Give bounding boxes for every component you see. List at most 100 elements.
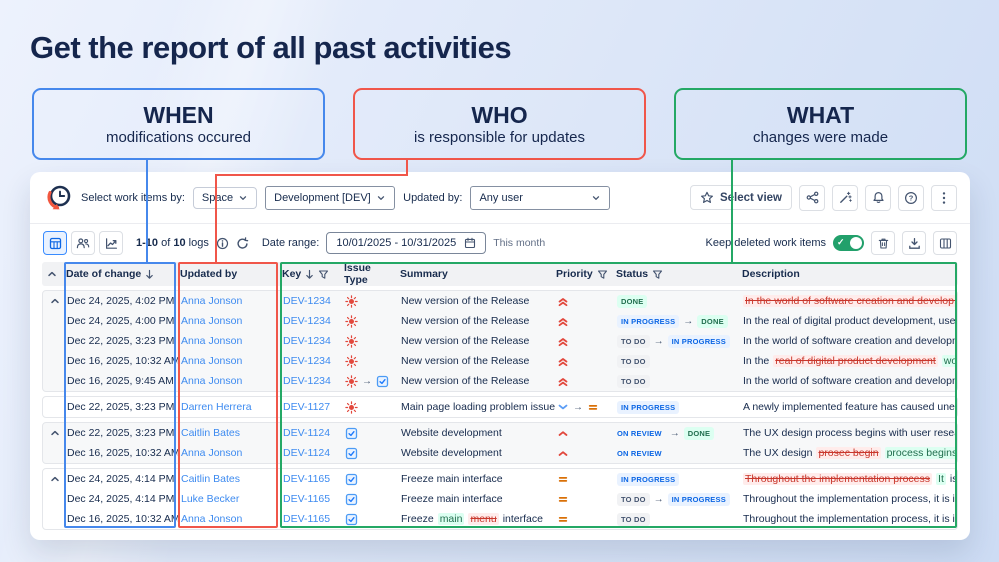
help-button[interactable]: ? <box>898 184 924 211</box>
keep-deleted-toggle[interactable]: ✓ <box>833 235 864 251</box>
issue-key-link[interactable]: DEV-1165 <box>283 473 331 485</box>
select-view-button[interactable]: Select view <box>689 185 792 210</box>
table-row[interactable]: Dec 24, 2025, 4:14 PM Caitlin Bates DEV-11… <box>43 469 957 489</box>
table-row[interactable]: Dec 22, 2025, 3:23 PM Anna Jonson DEV-1234… <box>43 331 957 351</box>
user-link[interactable]: Anna Jonson <box>181 315 243 327</box>
magic-wand-button[interactable] <box>832 184 858 211</box>
collapse-cell[interactable] <box>43 427 67 439</box>
table-row[interactable]: Dec 16, 2025, 9:45 AM Anna Jonson DEV-1234… <box>43 371 957 391</box>
people-view-button[interactable] <box>71 231 95 255</box>
table-row[interactable]: Dec 24, 2025, 4:00 PM Anna Jonson DEV-1234… <box>43 311 957 331</box>
download-button[interactable] <box>902 231 926 255</box>
header-description: Description <box>742 268 958 280</box>
header-collapse-all[interactable] <box>42 268 66 280</box>
updated-by-dropdown[interactable]: Any user <box>470 185 611 210</box>
table-row[interactable]: Dec 16, 2025, 10:32 AM Anna Jonson DEV-123… <box>43 351 957 371</box>
table-row[interactable]: Dec 22, 2025, 3:23 PM Darren Herrera DEV-1… <box>43 397 957 417</box>
header-date-of-change[interactable]: Date of change <box>66 268 180 280</box>
info-icon[interactable] <box>216 237 229 250</box>
key-cell: DEV-1165 <box>283 493 345 505</box>
project-dropdown[interactable]: Development [DEV] <box>265 185 396 210</box>
header-label: Priority <box>556 268 593 280</box>
user-link[interactable]: Anna Jonson <box>181 447 243 459</box>
issue-key-link[interactable]: DEV-1165 <box>283 513 331 525</box>
issue-type-cell <box>345 334 401 348</box>
description-cell: Throughout the implementation process It … <box>743 471 957 487</box>
user-link[interactable]: Caitlin Bates <box>181 473 240 485</box>
priority-medium-icon <box>557 473 569 485</box>
issue-type-cell <box>345 473 401 486</box>
description-text: Throughout the implementation process, i… <box>743 493 957 505</box>
task-icon <box>345 447 358 460</box>
key-cell: DEV-1127 <box>283 401 345 413</box>
priority-cell <box>557 315 617 328</box>
table-row[interactable]: Dec 16, 2025, 10:32 AM Anna Jonson DEV-112… <box>43 443 957 463</box>
user-link[interactable]: Darren Herrera <box>181 401 252 413</box>
issue-key-link[interactable]: DEV-1127 <box>283 401 331 413</box>
summary-text: Freeze main interface <box>401 493 503 505</box>
issue-type-cell <box>345 354 401 368</box>
report-card: Select work items by: Space Development … <box>30 172 970 540</box>
user-link[interactable]: Caitlin Bates <box>181 427 240 439</box>
priority-medium-icon <box>557 513 569 525</box>
date-range-input[interactable]: 10/01/2025 - 10/31/2025 <box>326 232 487 254</box>
date-cell: Dec 16, 2025, 10:32 AM <box>67 355 180 367</box>
updated-by-cell: Anna Jonson <box>181 335 283 347</box>
chart-view-button[interactable] <box>99 231 123 255</box>
funnel-icon <box>597 269 608 280</box>
key-cell: DEV-1124 <box>283 427 345 439</box>
space-dropdown[interactable]: Space <box>192 186 258 209</box>
table-view-button[interactable] <box>43 231 67 255</box>
user-link[interactable]: Luke Becker <box>181 493 240 505</box>
header-status[interactable]: Status <box>616 268 742 280</box>
issue-type-cell <box>345 294 401 308</box>
date-cell: Dec 22, 2025, 3:23 PM <box>67 427 175 439</box>
table-view-icon <box>49 237 62 250</box>
table-row[interactable]: Dec 22, 2025, 3:23 PM Caitlin Bates DEV-11… <box>43 423 957 443</box>
status-cell: TO DO <box>617 374 743 388</box>
status-badge: DONE <box>697 314 728 328</box>
collapse-cell[interactable] <box>43 473 67 485</box>
issue-key-link[interactable]: DEV-1234 <box>283 355 331 367</box>
share-button[interactable] <box>799 184 825 211</box>
user-link[interactable]: Anna Jonson <box>181 355 243 367</box>
status-cell: TO DO <box>617 354 743 368</box>
summary-cell: New version of the Release <box>401 375 557 387</box>
user-link[interactable]: Anna Jonson <box>181 335 243 347</box>
more-button[interactable] <box>931 184 957 211</box>
issue-key-link[interactable]: DEV-1124 <box>283 447 331 459</box>
issue-key-link[interactable]: DEV-1234 <box>283 295 331 307</box>
header-key[interactable]: Key <box>282 268 344 280</box>
header-priority[interactable]: Priority <box>556 268 616 280</box>
status-cell: ON REVIEW <box>617 447 743 460</box>
table-row[interactable]: Dec 24, 2025, 4:14 PM Luke Becker DEV-1165… <box>43 489 957 509</box>
row-group: Dec 24, 2025, 4:14 PM Caitlin Bates DEV-11… <box>42 468 958 530</box>
issue-key-link[interactable]: DEV-1234 <box>283 375 331 387</box>
issue-key-link[interactable]: DEV-1165 <box>283 493 331 505</box>
columns-button[interactable] <box>933 231 957 255</box>
summary-text: menu <box>468 513 499 525</box>
description-cell: In the world of software creation and de… <box>743 335 957 347</box>
issue-type-cell <box>345 493 401 506</box>
callout-who-subtitle: is responsible for updates <box>414 128 585 146</box>
bell-button[interactable] <box>865 184 891 211</box>
refresh-icon[interactable] <box>236 236 249 250</box>
user-link[interactable]: Anna Jonson <box>181 375 243 387</box>
table-body: Dec 24, 2025, 4:02 PM Anna Jonson DEV-1234… <box>42 290 958 530</box>
help-icon: ? <box>904 191 918 205</box>
user-link[interactable]: Anna Jonson <box>181 295 243 307</box>
priority-cell <box>557 493 617 505</box>
priority-medium-icon <box>557 493 569 505</box>
issue-key-link[interactable]: DEV-1124 <box>283 427 331 439</box>
task-icon <box>345 473 358 486</box>
user-link[interactable]: Anna Jonson <box>181 513 243 525</box>
table-row[interactable]: Dec 24, 2025, 4:02 PM Anna Jonson DEV-1234… <box>43 291 957 311</box>
collapse-cell[interactable] <box>43 295 67 307</box>
table-row[interactable]: Dec 16, 2025, 10:32 AM Anna Jonson DEV-116… <box>43 509 957 529</box>
issue-key-link[interactable]: DEV-1234 <box>283 315 331 327</box>
description-text: Throughout the implementation process <box>743 473 933 485</box>
issue-key-link[interactable]: DEV-1234 <box>283 335 331 347</box>
summary-cell: Freeze main menu interface <box>401 513 557 525</box>
trash-button[interactable] <box>871 231 895 255</box>
header-summary: Summary <box>400 268 556 280</box>
